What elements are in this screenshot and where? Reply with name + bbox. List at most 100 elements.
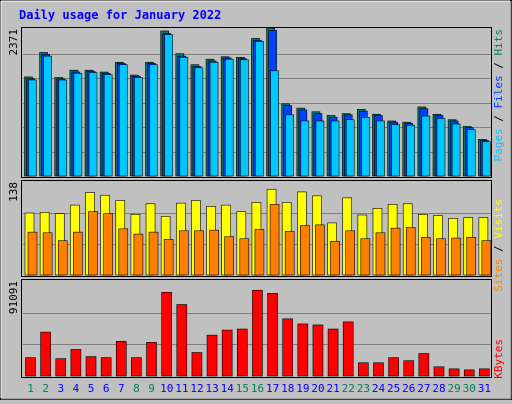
pages-bar [361,116,370,177]
kbytes-bar [221,329,233,377]
day-label: 27 [417,382,430,395]
pages-bar [179,57,189,177]
kbytes-bar [25,357,36,377]
kbytes-bar [373,362,384,377]
kbytes-bar [252,289,263,377]
x-axis-day-labels: 1 2 3 4 5 6 7 8 9 10 11 12 13 14 15 16 17 18 19 20 21 22 23 24 2… [27,382,491,395]
sites-bar [148,231,159,276]
day-label: 29 [448,382,461,395]
kbytes-bar [388,357,399,377]
sites-bar [345,230,356,276]
sites-bar [178,230,189,276]
day-label: 4 [73,382,80,395]
kbytes-bar [327,328,339,377]
day-label: 28 [432,382,445,395]
day-label: 21 [327,382,340,395]
sites-bar [436,238,446,276]
sites-bar [390,227,401,276]
kbytes-bar [191,352,203,377]
pages-bar [28,79,37,177]
legend-sites-visits: Sites / Visits [492,199,505,292]
sites-bar [133,233,144,276]
pages-bar [315,120,325,177]
day-label: 9 [148,382,155,395]
day-label: 19 [296,382,309,395]
kbytes-bar [403,360,415,377]
pages-bar [421,115,431,177]
pages-bar [73,72,83,177]
kbytes-bar [358,362,369,377]
sites-bar [103,213,113,276]
sites-bar [42,232,53,276]
pages-bar [194,67,204,177]
kbytes-bar [206,334,218,377]
kbytes-bar [161,291,172,377]
kbytes-bar [479,368,490,377]
kbytes-bar [40,331,51,377]
hits-axis-max-label: 2371 [7,29,20,56]
pages-bar [376,120,385,177]
chart-title: Daily usage for January 2022 [19,8,221,22]
kbytes-bar [448,368,460,377]
day-label: 13 [205,382,218,395]
sites-bar [451,237,461,276]
pages-bar [134,77,143,177]
kbytes-bar [70,349,82,377]
legend-files: Files [492,75,505,108]
sites-bar [239,238,250,276]
pages-bar [88,72,98,177]
day-label: 12 [190,382,203,395]
day-label: 1 [27,382,34,395]
day-label: 14 [221,382,235,395]
sites-bar [209,229,219,276]
legend-sites: Sites [492,259,505,292]
kbytes-bar [418,353,430,377]
pages-bar [391,124,400,177]
pages-bar [406,124,416,177]
pages-bar [118,64,128,177]
sites-bar [27,231,38,276]
sites-bar [163,239,174,276]
legend-pages-files-hits: Pages / Files / Hits [492,29,505,162]
kbytes-bar [312,324,324,377]
kbytes-bar [297,323,309,377]
sites-bar [88,211,98,276]
pages-bar [58,79,68,177]
day-label: 5 [88,382,95,395]
day-label: 7 [118,382,125,395]
sites-bar [269,204,280,276]
day-label: 31 [478,382,491,395]
day-label: 15 [236,382,249,395]
pages-bar [482,141,491,177]
day-label: 6 [103,382,110,395]
day-label: 22 [342,382,355,395]
kbytes-bar [267,293,278,377]
day-label: 23 [357,382,370,395]
kbytes-bar [463,369,475,377]
kbytes-axis-max-label: 91091 [7,281,20,314]
pages-bar [345,119,355,177]
pages-bar [330,120,340,177]
legend-hits: Hits [492,29,505,56]
day-label: 2 [42,382,49,395]
sites-bar [421,237,431,276]
day-label: 18 [281,382,294,395]
kbytes-bar [433,366,445,377]
kbytes-bar [282,318,293,377]
sites-bar [224,236,234,276]
legend-kbytes: KBytes [492,339,505,379]
pages-bar [451,123,461,177]
kbytes-bar [176,304,188,377]
pages-bar [224,58,234,177]
day-label: 8 [133,382,140,395]
day-label: 20 [311,382,324,395]
sites-bar [481,240,492,276]
pages-bar [149,64,158,177]
kbytes-bar [85,356,97,377]
day-label: 11 [175,382,188,395]
legend-pages: Pages [492,128,505,161]
pages-bar [466,129,476,177]
day-label: 16 [251,382,264,395]
